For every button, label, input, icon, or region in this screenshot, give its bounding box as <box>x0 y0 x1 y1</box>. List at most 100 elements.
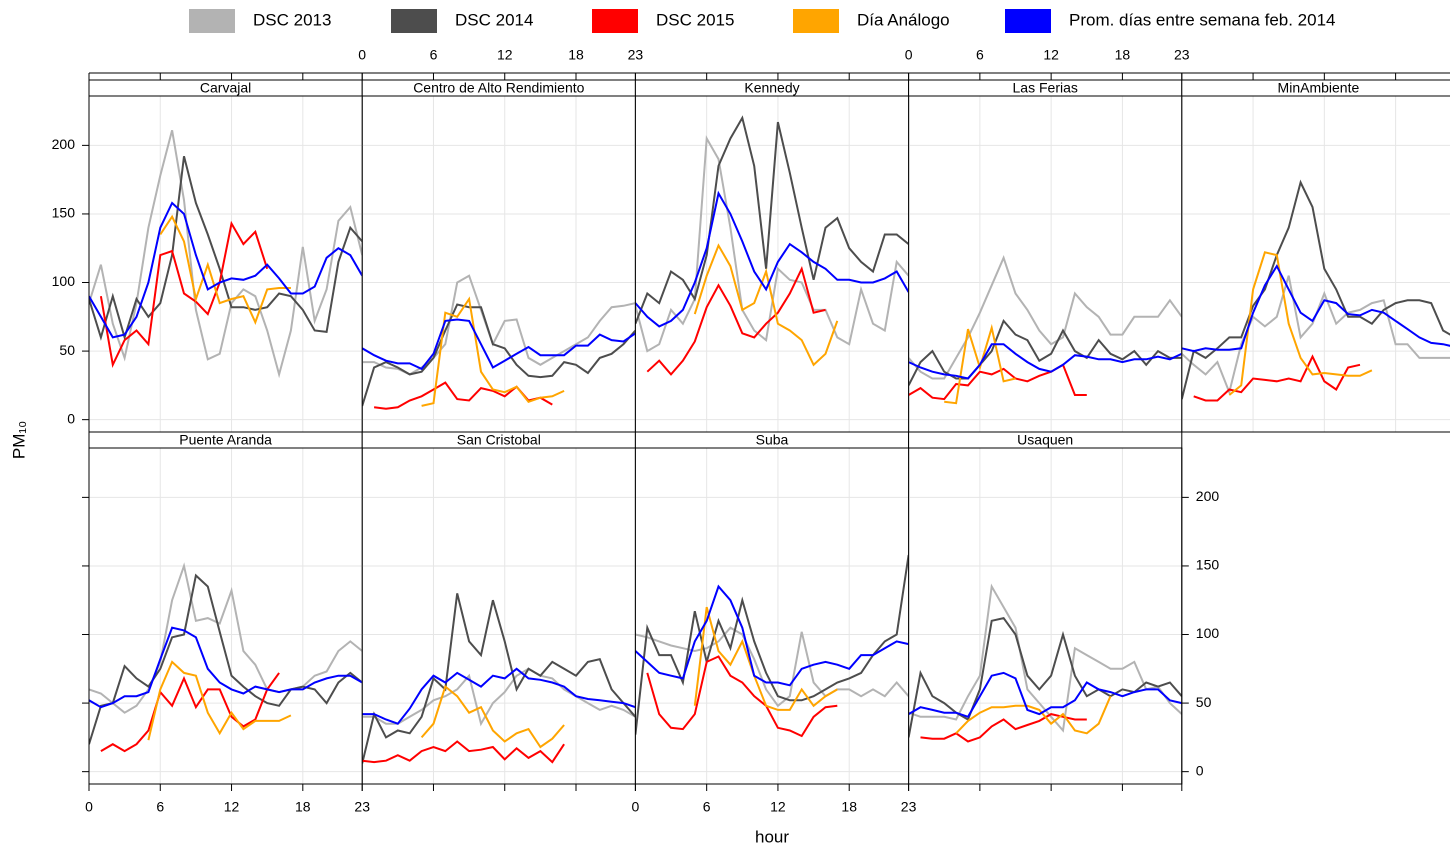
legend-swatch <box>793 9 839 33</box>
series-line <box>646 655 838 738</box>
y-axis-label: PM₁₀ <box>9 421 28 459</box>
panel-border <box>88 95 363 433</box>
series-line <box>908 343 1182 380</box>
legend-swatch <box>592 9 638 33</box>
lines <box>908 583 1182 743</box>
x-tick-label: 12 <box>497 47 513 63</box>
x-tick-label: 18 <box>568 47 584 63</box>
series-line <box>89 201 363 339</box>
series-line <box>693 243 839 367</box>
x-tick-label: 12 <box>770 799 786 815</box>
panel: Puente Aranda <box>88 431 363 785</box>
panel: Las Ferias <box>908 79 1183 433</box>
y-tick-label: 100 <box>52 273 76 289</box>
panel-border <box>88 447 363 785</box>
y-tick-label: 200 <box>1196 488 1220 504</box>
series-line <box>693 606 838 711</box>
strip <box>908 431 1183 449</box>
panel-title: Centro de Alto Rendimiento <box>413 80 584 96</box>
lines <box>635 554 909 738</box>
x-tick-label: 6 <box>976 47 984 63</box>
series-line <box>635 115 909 325</box>
legend-label: Prom. días entre semana feb. 2014 <box>1069 10 1336 29</box>
series-line <box>1181 264 1450 353</box>
panel: Centro de Alto Rendimiento <box>361 79 636 433</box>
series-line <box>944 323 1016 405</box>
y-tick-label: 200 <box>52 136 76 152</box>
panel-title: Puente Aranda <box>179 432 272 448</box>
lines <box>908 255 1182 405</box>
series-line <box>646 265 826 376</box>
series-line <box>362 274 636 376</box>
legend-label: DSC 2015 <box>656 10 734 29</box>
x-tick-label: 6 <box>703 799 711 815</box>
panel-title: Las Ferias <box>1013 80 1078 96</box>
panel-border <box>361 447 636 785</box>
series-line <box>89 130 363 379</box>
legend-label: DSC 2013 <box>253 10 331 29</box>
series-line <box>362 667 636 725</box>
series-line <box>89 156 363 341</box>
panel-title: MinAmbiente <box>1278 80 1360 96</box>
series-line <box>635 626 909 708</box>
legend-label: DSC 2014 <box>455 10 533 29</box>
series-line <box>908 583 1182 733</box>
panel: Suba <box>634 431 910 785</box>
lines <box>89 130 363 379</box>
panel-title: Kennedy <box>744 80 799 96</box>
series-line <box>1228 251 1373 396</box>
series-line <box>362 593 636 764</box>
series-line <box>373 381 553 410</box>
panel: Usaquen <box>908 431 1183 785</box>
x-tick-label: 12 <box>1043 47 1059 63</box>
series-line <box>362 740 565 764</box>
lines <box>635 115 909 376</box>
panel: Kennedy <box>634 79 910 433</box>
x-tick-label: 0 <box>358 47 366 63</box>
lines <box>89 562 363 753</box>
lines <box>362 593 636 764</box>
x-tick-label: 18 <box>841 799 857 815</box>
panel: Carvajal <box>88 79 363 433</box>
series-line <box>421 296 565 407</box>
series-line <box>89 573 363 745</box>
panel-title: Carvajal <box>200 80 251 96</box>
series-line <box>89 562 363 714</box>
lines <box>1181 179 1450 402</box>
panel-border <box>1181 95 1450 433</box>
x-tick-label: 0 <box>905 47 913 63</box>
y-tick-label: 0 <box>1196 762 1204 778</box>
series-line <box>159 214 291 325</box>
series-line <box>908 363 1087 401</box>
y-tick-label: 150 <box>52 205 76 221</box>
series-line <box>1181 179 1450 400</box>
panel: San Cristobal <box>361 431 636 785</box>
series-line <box>147 660 292 741</box>
panel-border <box>361 95 636 433</box>
x-tick-label: 6 <box>430 47 438 63</box>
series-line <box>362 303 636 407</box>
series-line <box>362 667 636 727</box>
series-line <box>908 318 1182 386</box>
series-line <box>635 135 909 353</box>
panel-title: Usaquen <box>1017 432 1073 448</box>
x-tick-label: 12 <box>224 799 240 815</box>
series-line <box>362 318 636 371</box>
series-line <box>920 713 1087 743</box>
series-line <box>635 584 909 687</box>
series-line <box>100 672 280 753</box>
series-line <box>908 671 1182 719</box>
x-tick-label: 23 <box>354 799 370 815</box>
panel-border <box>634 95 910 433</box>
y-tick-label: 50 <box>1196 694 1212 710</box>
panel-border <box>908 95 1183 433</box>
panel: MinAmbiente <box>1181 79 1450 433</box>
series-line <box>1193 354 1361 402</box>
series-line <box>908 616 1182 738</box>
panel-title: San Cristobal <box>457 432 541 448</box>
x-tick-label: 18 <box>295 799 311 815</box>
series-line <box>635 190 909 328</box>
x-tick-label: 18 <box>1115 47 1131 63</box>
series-line <box>908 255 1182 380</box>
